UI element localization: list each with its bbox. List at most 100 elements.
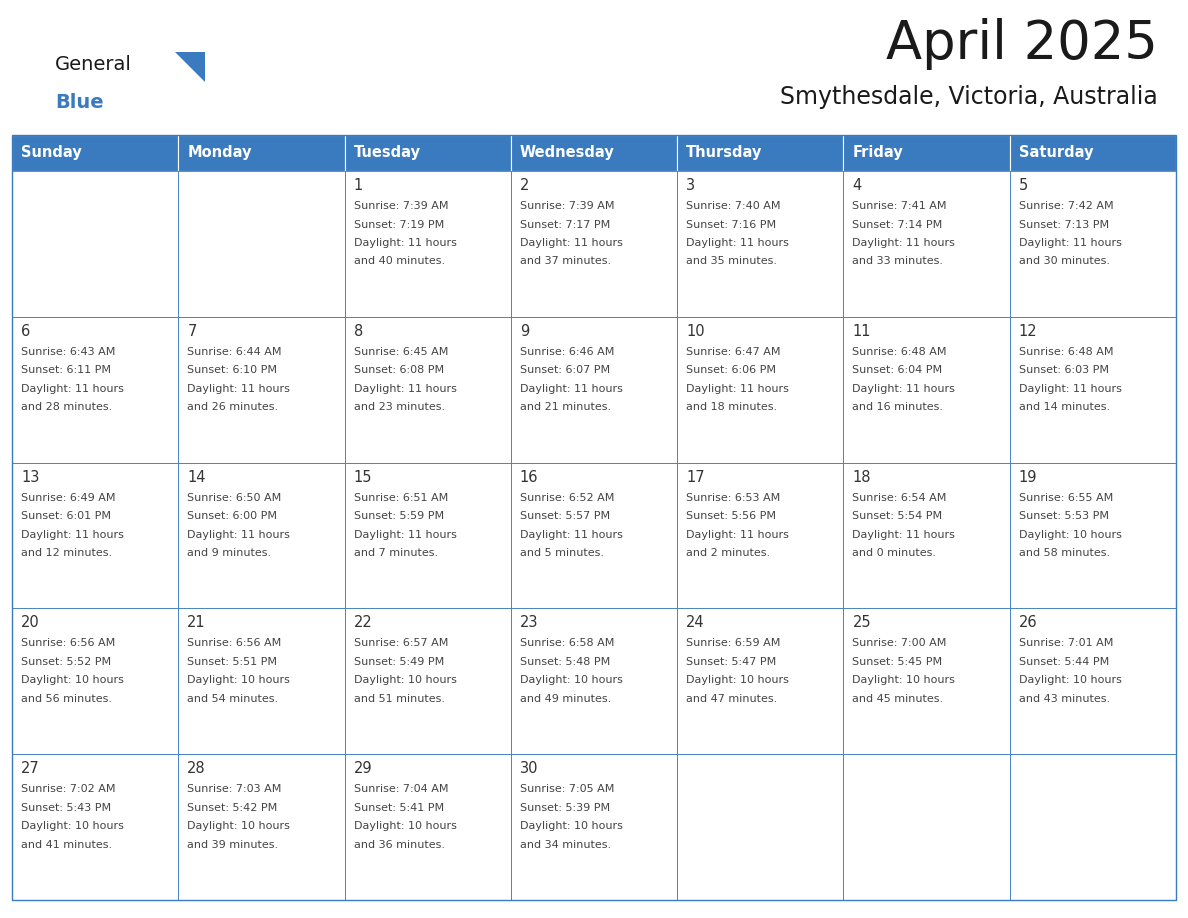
Text: Sunrise: 6:55 AM: Sunrise: 6:55 AM [1019,493,1113,502]
Bar [345,171,511,317]
Text: and 51 minutes.: and 51 minutes. [354,694,444,704]
Bar [677,317,843,463]
Text: Sunrise: 7:00 AM: Sunrise: 7:00 AM [853,638,947,648]
Text: Sunrise: 6:47 AM: Sunrise: 6:47 AM [687,347,781,357]
Text: Daylight: 11 hours: Daylight: 11 hours [687,530,789,540]
Text: Sunrise: 6:51 AM: Sunrise: 6:51 AM [354,493,448,502]
Text: Sunset: 6:11 PM: Sunset: 6:11 PM [21,365,110,375]
Bar [511,171,677,317]
Text: and 21 minutes.: and 21 minutes. [520,402,611,412]
Text: Daylight: 11 hours: Daylight: 11 hours [1019,384,1121,394]
Bar [677,171,843,317]
Text: Sunset: 5:54 PM: Sunset: 5:54 PM [853,511,942,521]
Text: Sunset: 5:45 PM: Sunset: 5:45 PM [853,657,942,666]
Text: Sunrise: 7:04 AM: Sunrise: 7:04 AM [354,784,448,794]
Text: Sunrise: 6:58 AM: Sunrise: 6:58 AM [520,638,614,648]
Text: 11: 11 [853,324,871,339]
Bar [843,755,1010,900]
Text: Daylight: 11 hours: Daylight: 11 hours [21,530,124,540]
Text: Daylight: 10 hours: Daylight: 10 hours [188,676,290,686]
Text: Sunset: 5:39 PM: Sunset: 5:39 PM [520,802,609,812]
Text: 22: 22 [354,615,372,631]
Text: Daylight: 10 hours: Daylight: 10 hours [354,822,456,831]
Text: Daylight: 10 hours: Daylight: 10 hours [21,822,124,831]
Bar [178,609,345,755]
Bar [12,135,1176,900]
Bar [12,463,178,609]
Text: 15: 15 [354,470,372,485]
Text: Sunrise: 6:46 AM: Sunrise: 6:46 AM [520,347,614,357]
Bar [843,609,1010,755]
Bar [1010,171,1176,317]
Text: 16: 16 [520,470,538,485]
Text: Daylight: 11 hours: Daylight: 11 hours [853,530,955,540]
Text: 23: 23 [520,615,538,631]
Text: Sunrise: 6:49 AM: Sunrise: 6:49 AM [21,493,115,502]
Text: Sunset: 5:42 PM: Sunset: 5:42 PM [188,802,278,812]
Text: Daylight: 11 hours: Daylight: 11 hours [354,530,456,540]
Bar [677,135,843,171]
Text: Sunrise: 6:48 AM: Sunrise: 6:48 AM [853,347,947,357]
Text: Sunrise: 6:45 AM: Sunrise: 6:45 AM [354,347,448,357]
Text: 18: 18 [853,470,871,485]
Bar [511,609,677,755]
Text: Sunrise: 6:56 AM: Sunrise: 6:56 AM [188,638,282,648]
Text: and 37 minutes.: and 37 minutes. [520,256,611,266]
Text: Monday: Monday [188,145,252,161]
Text: 17: 17 [687,470,704,485]
Text: Sunset: 6:03 PM: Sunset: 6:03 PM [1019,365,1108,375]
Bar [345,317,511,463]
Text: and 7 minutes.: and 7 minutes. [354,548,437,558]
Text: Sunset: 5:43 PM: Sunset: 5:43 PM [21,802,112,812]
Text: and 47 minutes.: and 47 minutes. [687,694,777,704]
Bar [1010,317,1176,463]
Text: Smythesdale, Victoria, Australia: Smythesdale, Victoria, Australia [781,85,1158,109]
Text: and 16 minutes.: and 16 minutes. [853,402,943,412]
Bar [12,609,178,755]
Text: Daylight: 11 hours: Daylight: 11 hours [354,238,456,248]
Text: and 26 minutes.: and 26 minutes. [188,402,278,412]
Text: and 58 minutes.: and 58 minutes. [1019,548,1110,558]
Text: Sunset: 6:00 PM: Sunset: 6:00 PM [188,511,277,521]
Bar [511,317,677,463]
Text: Sunset: 6:04 PM: Sunset: 6:04 PM [853,365,942,375]
Text: Sunset: 6:06 PM: Sunset: 6:06 PM [687,365,776,375]
Text: Sunrise: 6:53 AM: Sunrise: 6:53 AM [687,493,781,502]
Text: and 33 minutes.: and 33 minutes. [853,256,943,266]
Text: Sunrise: 7:01 AM: Sunrise: 7:01 AM [1019,638,1113,648]
Bar [1010,135,1176,171]
Bar [12,317,178,463]
Text: and 5 minutes.: and 5 minutes. [520,548,604,558]
Text: 20: 20 [21,615,39,631]
Text: Saturday: Saturday [1019,145,1093,161]
Text: 1: 1 [354,178,362,193]
Text: Sunrise: 6:59 AM: Sunrise: 6:59 AM [687,638,781,648]
Text: Daylight: 10 hours: Daylight: 10 hours [21,676,124,686]
Text: Sunrise: 7:39 AM: Sunrise: 7:39 AM [520,201,614,211]
Bar [677,463,843,609]
Polygon shape [175,52,206,82]
Text: Daylight: 10 hours: Daylight: 10 hours [853,676,955,686]
Text: 7: 7 [188,324,197,339]
Text: Sunday: Sunday [21,145,82,161]
Bar [12,755,178,900]
Text: and 30 minutes.: and 30 minutes. [1019,256,1110,266]
Bar [511,755,677,900]
Text: Sunset: 5:48 PM: Sunset: 5:48 PM [520,657,611,666]
Bar [12,171,178,317]
Text: Sunset: 7:14 PM: Sunset: 7:14 PM [853,219,943,230]
Text: and 9 minutes.: and 9 minutes. [188,548,271,558]
Bar [843,171,1010,317]
Text: Daylight: 10 hours: Daylight: 10 hours [188,822,290,831]
Bar [511,463,677,609]
Bar [1010,755,1176,900]
Text: Thursday: Thursday [687,145,763,161]
Text: and 0 minutes.: and 0 minutes. [853,548,936,558]
Bar [178,755,345,900]
Text: and 28 minutes.: and 28 minutes. [21,402,112,412]
Text: and 12 minutes.: and 12 minutes. [21,548,112,558]
Bar [843,135,1010,171]
Text: and 2 minutes.: and 2 minutes. [687,548,770,558]
Text: Daylight: 10 hours: Daylight: 10 hours [687,676,789,686]
Text: 30: 30 [520,761,538,777]
